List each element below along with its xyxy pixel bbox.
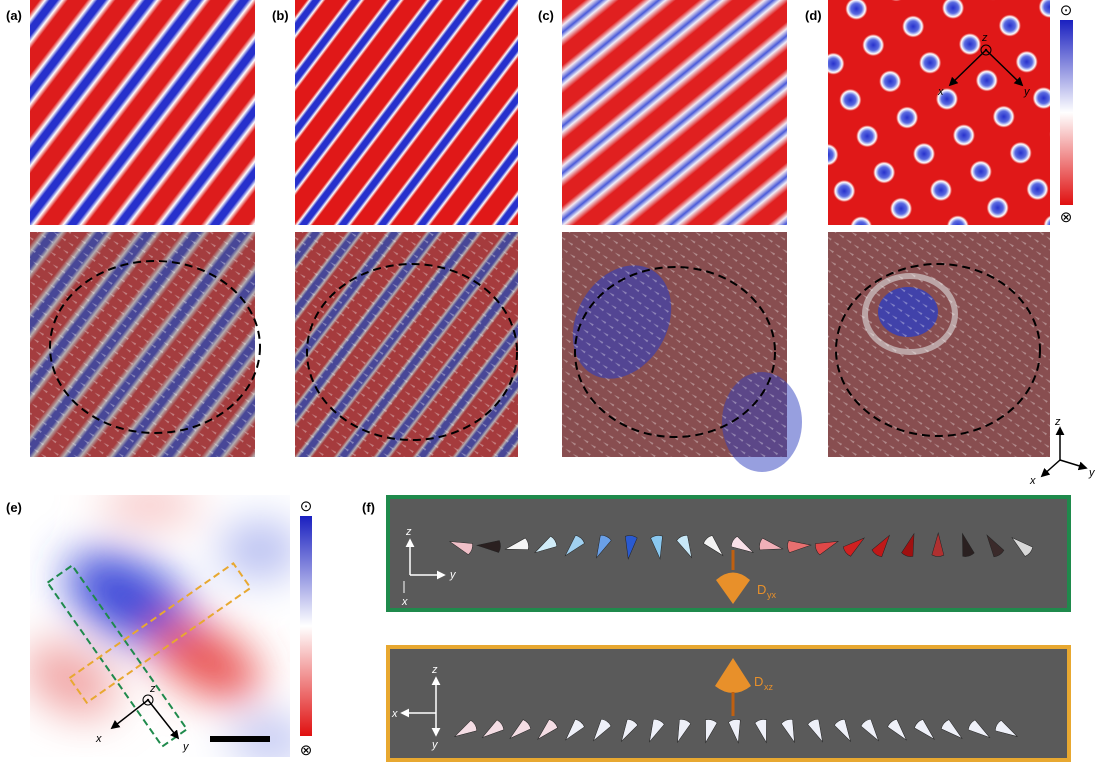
panel-label: (c) [538, 8, 554, 23]
panel-d-spins [828, 232, 1050, 457]
dmi-label: D [754, 674, 763, 689]
panel-a-spins [30, 232, 260, 457]
panel-label: (e) [6, 500, 22, 515]
axis-label: x [1029, 475, 1036, 487]
orange-box [388, 647, 1069, 760]
panel-label: (b) [272, 8, 289, 23]
axis-label: z [149, 683, 156, 695]
panel-label: (f) [362, 500, 375, 515]
colorbar-top: ⊙ [1060, 2, 1073, 19]
dmi-subscript: xz [764, 682, 774, 692]
panel-c-map [562, 0, 787, 225]
axis-label: z [981, 32, 988, 44]
dmi-label: D [757, 582, 766, 597]
axis-label: y [1088, 467, 1096, 479]
panel-b-spins [295, 232, 518, 457]
panel-b-map [295, 0, 518, 225]
colorbar [300, 516, 312, 736]
panel-e-map [12, 490, 310, 760]
axis-label: z [1054, 416, 1061, 428]
colorbar [1060, 20, 1073, 205]
colorbar-bottom: ⊗ [1060, 209, 1073, 226]
colorbar-top: ⊙ [300, 498, 313, 515]
panel-a-map [30, 0, 255, 225]
axis-label: x [391, 708, 398, 720]
panel-c-spins [553, 232, 802, 472]
panel-label: (a) [6, 8, 22, 23]
scale-bar [210, 736, 270, 742]
panel-d-map [828, 0, 1050, 225]
dmi-subscript: yx [767, 590, 777, 600]
panel-label: (d) [805, 8, 822, 23]
axis-label: x [401, 596, 408, 608]
axis-label: z [431, 664, 438, 676]
axis-label: x [95, 733, 102, 745]
figure: (a) (b) (c) (d) (e) (f) z x y ⊙ ⊗ z y x … [0, 0, 1103, 764]
colorbar-bottom: ⊗ [300, 742, 313, 759]
axis-label: x [937, 86, 944, 98]
axis-label: z [405, 526, 412, 538]
